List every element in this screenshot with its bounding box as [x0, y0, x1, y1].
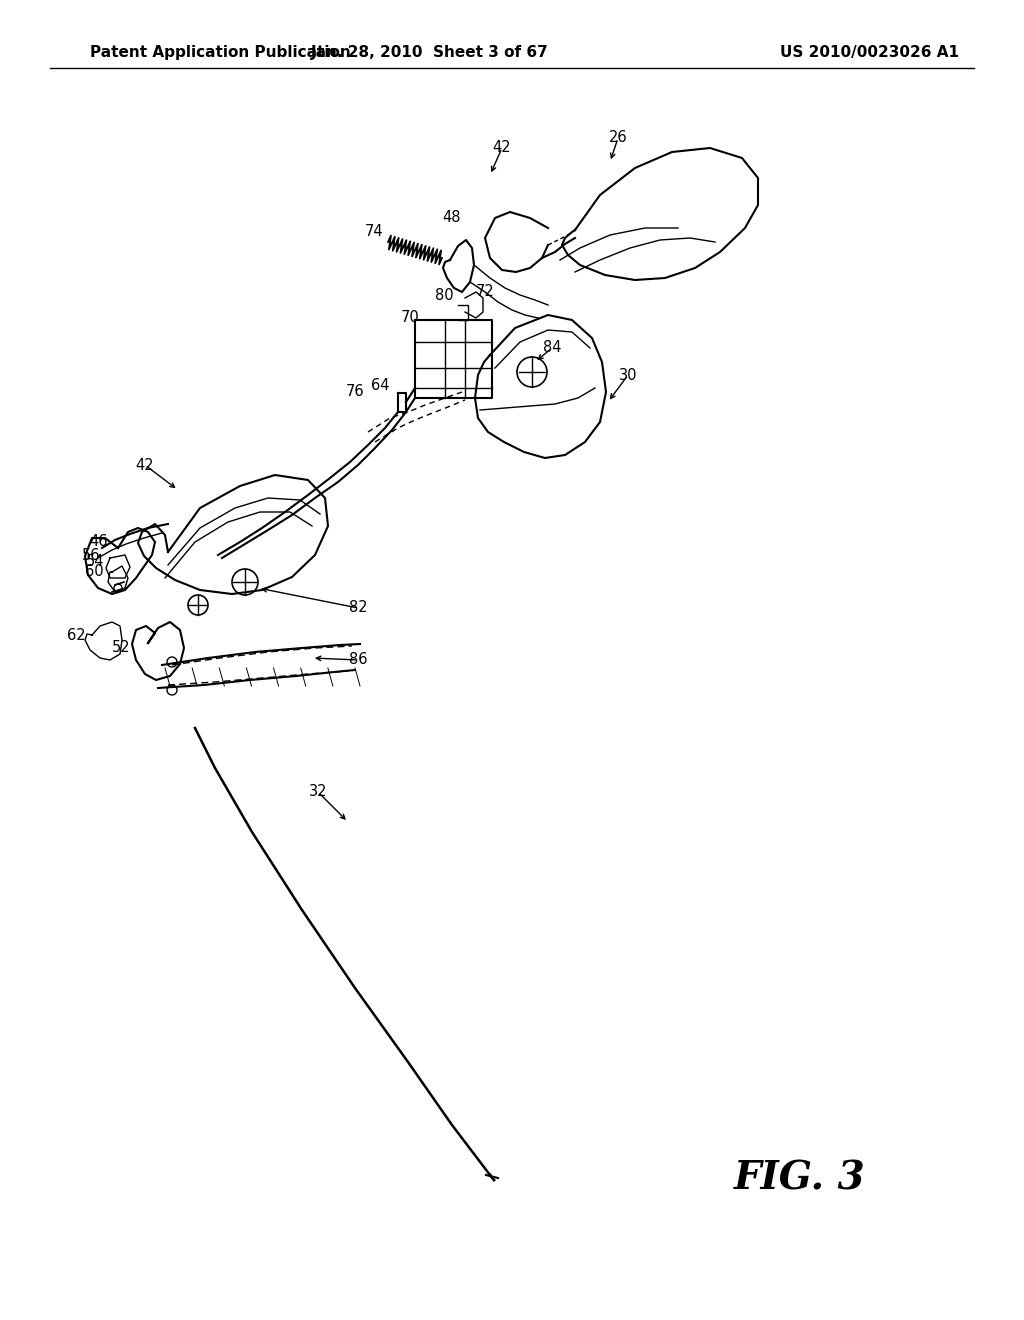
Text: 62: 62: [68, 627, 86, 643]
Text: 30: 30: [618, 367, 637, 383]
Text: 42: 42: [136, 458, 155, 473]
Text: 32: 32: [309, 784, 328, 800]
Text: 56: 56: [82, 549, 100, 564]
Text: 80: 80: [435, 289, 454, 304]
Text: 64: 64: [372, 378, 390, 392]
Text: 84: 84: [543, 341, 561, 355]
Text: 54: 54: [85, 554, 104, 569]
Text: 82: 82: [349, 601, 368, 615]
Text: 86: 86: [349, 652, 368, 668]
Text: 52: 52: [112, 640, 130, 656]
Text: 42: 42: [493, 140, 511, 156]
Text: Patent Application Publication: Patent Application Publication: [90, 45, 351, 59]
Text: 72: 72: [476, 285, 495, 300]
Text: 60: 60: [85, 565, 104, 579]
Text: 74: 74: [365, 224, 383, 239]
Text: 76: 76: [345, 384, 364, 400]
Text: 48: 48: [442, 210, 461, 226]
Text: US 2010/0023026 A1: US 2010/0023026 A1: [780, 45, 959, 59]
Text: Jan. 28, 2010  Sheet 3 of 67: Jan. 28, 2010 Sheet 3 of 67: [311, 45, 549, 59]
Text: 46: 46: [89, 535, 108, 549]
Text: 70: 70: [401, 310, 420, 326]
Text: 26: 26: [608, 131, 628, 145]
Text: FIG. 3: FIG. 3: [734, 1159, 866, 1197]
